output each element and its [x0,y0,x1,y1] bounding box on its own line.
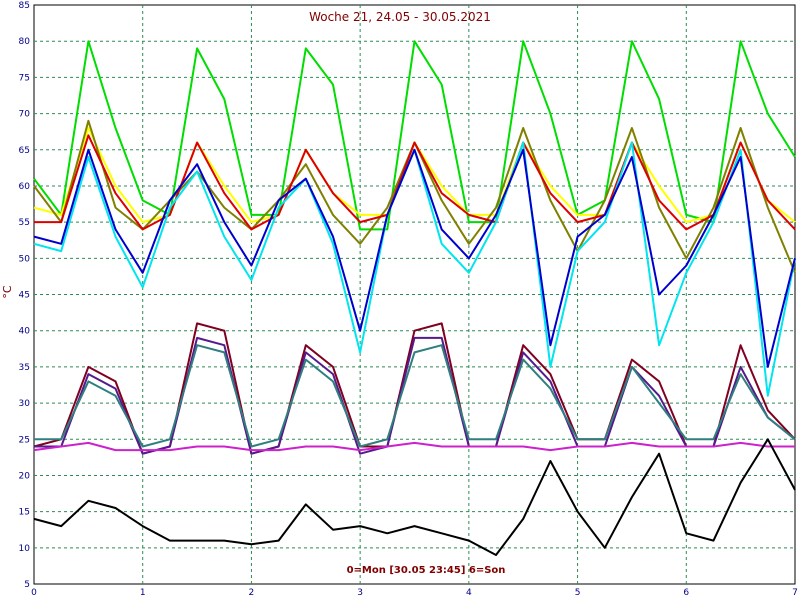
x-tick-label: 5 [575,588,581,598]
series-line-4 [34,134,796,231]
series-line-8 [34,336,796,455]
y-axis-label: °C [1,285,14,299]
x-tick-label: 3 [357,588,363,598]
y-tick-label: 85 [19,1,30,11]
y-tick-label: 5 [24,580,30,590]
y-tick-label: 65 [19,146,30,156]
y-tick-label: 35 [19,363,30,373]
y-tick-label: 45 [19,291,30,301]
y-tick-label: 80 [19,37,31,47]
y-tick-label: 10 [19,544,31,554]
y-tick-label: 55 [19,218,30,228]
y-tick-label: 60 [19,182,31,192]
y-tick-label: 25 [19,435,30,445]
x-tick-label: 0 [31,588,37,598]
series-line-10 [33,441,795,452]
series-line-11 [33,438,796,556]
series-group [33,40,796,556]
y-tick-label: 15 [19,508,30,518]
y-tick-label: 70 [19,110,31,120]
y-tick-label: 20 [19,471,31,481]
y-tick-label: 75 [19,73,30,83]
x-tick-label: 2 [249,588,255,598]
y-tick-label: 50 [19,254,31,264]
chart-footer-note: 0=Mon [30.05 23:45] 6=Son [347,565,506,576]
series-line-6 [33,148,796,368]
y-tick-label: 30 [19,399,31,409]
grid [34,5,795,584]
chart-title: Woche 21, 24.05 - 30.05.2021 [309,10,491,24]
x-tick-label: 1 [140,588,146,598]
x-tick-label: 7 [792,588,798,598]
series-line-9 [34,344,796,448]
y-tick-label: 40 [19,327,31,337]
x-tick-label: 4 [466,588,472,598]
x-tick-label: 6 [683,588,689,598]
